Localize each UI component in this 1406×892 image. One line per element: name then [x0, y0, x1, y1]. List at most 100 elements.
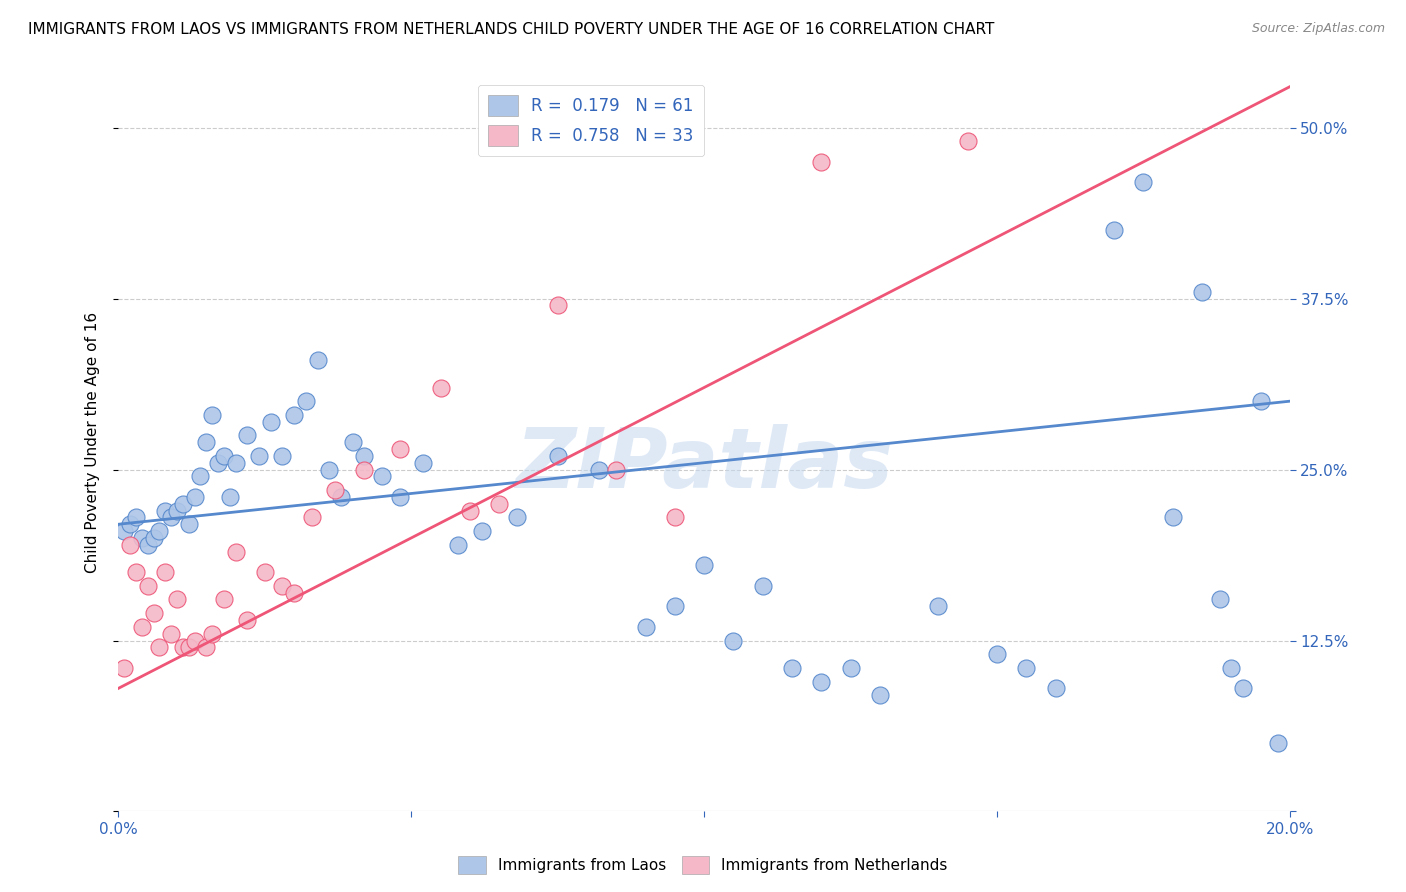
Legend: R =  0.179   N = 61, R =  0.758   N = 33: R = 0.179 N = 61, R = 0.758 N = 33 [478, 85, 704, 156]
Point [329, 490, 352, 504]
Point [458, 503, 481, 517]
Point [253, 565, 276, 579]
Point [634, 620, 657, 634]
Text: IMMIGRANTS FROM LAOS VS IMMIGRANTS FROM NETHERLANDS CHILD POVERTY UNDER THE AGE : IMMIGRANTS FROM LAOS VS IMMIGRANTS FROM … [28, 22, 994, 37]
Point [260, 415, 283, 429]
Point [201, 408, 224, 422]
Point [723, 633, 745, 648]
Point [190, 469, 212, 483]
Point [869, 688, 891, 702]
Point [201, 626, 224, 640]
Point [839, 661, 862, 675]
Point [207, 456, 229, 470]
Point [112, 661, 135, 675]
Point [505, 510, 527, 524]
Point [488, 497, 510, 511]
Point [236, 428, 259, 442]
Point [142, 531, 165, 545]
Point [125, 510, 148, 524]
Point [547, 449, 569, 463]
Point [1220, 661, 1243, 675]
Point [155, 565, 177, 579]
Point [183, 490, 205, 504]
Point [318, 462, 340, 476]
Point [247, 449, 270, 463]
Point [1161, 510, 1184, 524]
Point [1015, 661, 1038, 675]
Point [283, 585, 305, 599]
Point [236, 613, 259, 627]
Point [301, 510, 323, 524]
Point [271, 579, 294, 593]
Point [212, 449, 235, 463]
Point [1250, 394, 1272, 409]
Point [429, 380, 451, 394]
Point [780, 661, 803, 675]
Text: Source: ZipAtlas.com: Source: ZipAtlas.com [1251, 22, 1385, 36]
Point [371, 469, 394, 483]
Point [412, 456, 434, 470]
Point [172, 497, 194, 511]
Point [155, 503, 177, 517]
Point [136, 538, 159, 552]
Point [1267, 736, 1289, 750]
Point [195, 640, 218, 655]
Point [1208, 592, 1230, 607]
Point [148, 524, 170, 538]
Point [136, 579, 159, 593]
Point [588, 462, 610, 476]
Point [323, 483, 346, 497]
Point [142, 606, 165, 620]
Point [956, 134, 979, 148]
Point [1045, 681, 1067, 696]
Point [131, 620, 153, 634]
Point [605, 462, 627, 476]
Point [131, 531, 153, 545]
Legend: Immigrants from Laos, Immigrants from Netherlands: Immigrants from Laos, Immigrants from Ne… [453, 850, 953, 880]
Point [166, 503, 188, 517]
Point [225, 544, 247, 558]
Point [547, 298, 569, 312]
Point [172, 640, 194, 655]
Point [388, 442, 411, 456]
Point [125, 565, 148, 579]
Point [986, 647, 1008, 661]
Point [1132, 175, 1154, 189]
Point [1102, 223, 1125, 237]
Point [664, 599, 686, 614]
Point [353, 462, 375, 476]
Point [166, 592, 188, 607]
Point [342, 435, 364, 450]
Point [693, 558, 716, 573]
Point [447, 538, 470, 552]
Point [177, 640, 200, 655]
Point [160, 510, 183, 524]
Point [183, 633, 205, 648]
Text: ZIPatlas: ZIPatlas [515, 424, 893, 505]
Y-axis label: Child Poverty Under the Age of 16: Child Poverty Under the Age of 16 [86, 311, 100, 573]
Point [195, 435, 218, 450]
Point [810, 154, 832, 169]
Point [927, 599, 949, 614]
Point [1191, 285, 1213, 299]
Point [353, 449, 375, 463]
Point [307, 353, 329, 368]
Point [177, 517, 200, 532]
Point [388, 490, 411, 504]
Point [160, 626, 183, 640]
Point [294, 394, 316, 409]
Point [225, 456, 247, 470]
Point [120, 517, 142, 532]
Point [751, 579, 773, 593]
Point [470, 524, 492, 538]
Point [212, 592, 235, 607]
Point [218, 490, 240, 504]
Point [271, 449, 294, 463]
Point [1232, 681, 1254, 696]
Point [810, 674, 832, 689]
Point [112, 524, 135, 538]
Point [148, 640, 170, 655]
Point [120, 538, 142, 552]
Point [664, 510, 686, 524]
Point [283, 408, 305, 422]
